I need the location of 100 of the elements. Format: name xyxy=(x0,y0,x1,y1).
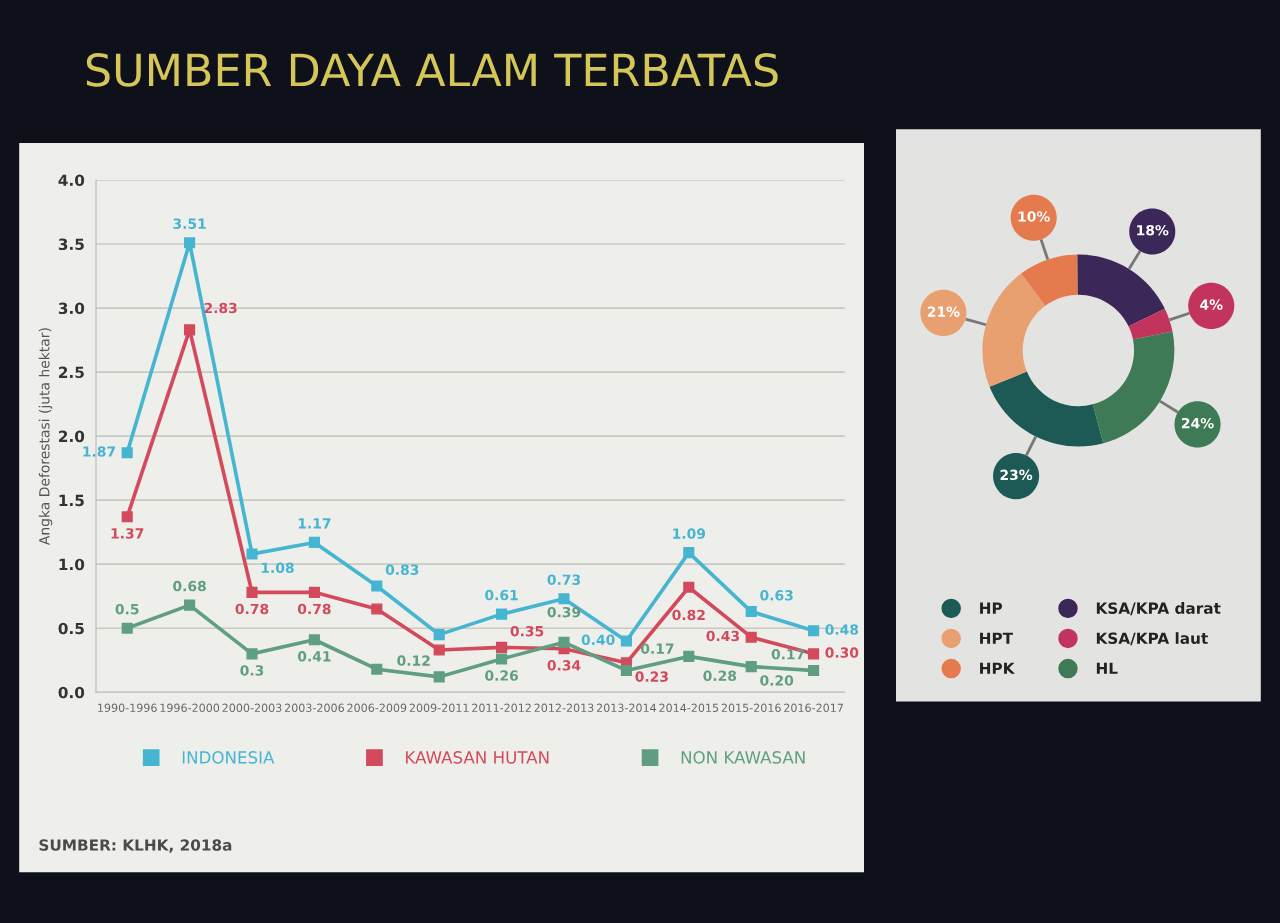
data-label: 0.20 xyxy=(760,675,794,686)
legend-label: HL xyxy=(1096,662,1118,674)
legend-label: KAWASAN HUTAN xyxy=(406,751,549,764)
x-tick-label: 2003-2006 xyxy=(284,703,344,712)
y-tick-label: 3.0 xyxy=(58,302,85,315)
data-label: 0.35 xyxy=(510,625,544,637)
data-label: 0.82 xyxy=(672,609,705,621)
data-label: 18% xyxy=(1137,224,1169,236)
point xyxy=(433,629,445,641)
data-label: 0.23 xyxy=(635,671,668,682)
point xyxy=(184,599,196,611)
point xyxy=(745,631,757,643)
x-tick-label: 2013-2014 xyxy=(596,703,657,712)
x-tick-label: 2009-2011 xyxy=(409,703,469,712)
legend-label: HP xyxy=(980,602,1003,614)
point xyxy=(808,648,820,660)
point xyxy=(121,447,133,459)
point xyxy=(121,511,133,523)
data-label: 23% xyxy=(1000,469,1033,481)
x-tick-label: 1996-2000 xyxy=(160,703,220,712)
point xyxy=(620,635,632,647)
data-label: 21% xyxy=(927,306,960,317)
y-tick-label: 1.0 xyxy=(59,558,85,571)
data-label: 0.30 xyxy=(825,647,859,658)
y-tick-label: 0.0 xyxy=(58,686,85,699)
data-label: 0.26 xyxy=(485,670,518,681)
data-label: 0.17 xyxy=(640,643,674,654)
data-label: 0.73 xyxy=(547,574,581,585)
x-tick-label: 2011-2012 xyxy=(472,703,531,712)
data-label: 0.63 xyxy=(760,590,793,601)
donut-slice xyxy=(1077,254,1165,327)
point xyxy=(496,653,508,665)
data-label: 0.3 xyxy=(240,665,264,676)
data-label: 0.28 xyxy=(703,670,737,682)
point xyxy=(371,603,383,615)
point xyxy=(808,664,820,677)
x-tick-label: 2000-2003 xyxy=(222,703,282,712)
point xyxy=(308,586,320,598)
y-tick-label: 2.5 xyxy=(59,366,84,379)
data-label: 0.5 xyxy=(115,603,139,615)
legend-label: INDONESIA xyxy=(182,751,275,764)
data-label: 0.78 xyxy=(235,603,269,615)
data-label: 4% xyxy=(1200,299,1223,310)
x-tick-label: 2016-2017 xyxy=(784,703,843,712)
donut-slice xyxy=(1128,308,1173,340)
donut-slice xyxy=(989,371,1104,447)
data-label: 1.37 xyxy=(111,528,144,539)
data-label: 1.17 xyxy=(298,518,331,529)
y-tick-label: 1.5 xyxy=(59,494,84,507)
data-label: 0.48 xyxy=(825,624,859,635)
data-label: 10% xyxy=(1018,211,1050,222)
point xyxy=(184,237,196,249)
point xyxy=(433,671,445,683)
point xyxy=(683,547,695,559)
data-label: 0.61 xyxy=(485,589,518,601)
y-tick-label: 0.5 xyxy=(58,622,84,635)
y-axis-title: Angka Deforestasi (juta hektar) xyxy=(38,328,53,546)
legend-label: HPT xyxy=(980,632,1013,644)
point xyxy=(745,661,757,673)
x-tick-label: 2015-2016 xyxy=(721,703,781,712)
data-label: 1.87 xyxy=(83,446,115,457)
point xyxy=(121,622,133,634)
point xyxy=(246,648,258,660)
data-label: 0.78 xyxy=(297,603,331,615)
data-label: 0.40 xyxy=(581,634,615,646)
legend-label: HPK xyxy=(980,662,1015,674)
point xyxy=(433,644,445,656)
data-label: 24% xyxy=(1182,417,1214,429)
x-tick-label: 1990-1996 xyxy=(98,703,157,712)
data-label: 0.41 xyxy=(297,651,331,662)
point xyxy=(184,324,196,336)
data-label: 3.51 xyxy=(173,218,206,229)
data-label: 0.83 xyxy=(385,564,419,575)
data-label: 0.34 xyxy=(547,660,581,671)
point xyxy=(808,625,820,637)
point xyxy=(246,548,258,560)
data-label: 1.08 xyxy=(261,562,294,574)
data-label: 0.43 xyxy=(706,630,739,642)
point xyxy=(496,641,508,653)
text: SUMBER: KLHK, 2018a xyxy=(39,839,232,853)
legend-label: KSA/KPA darat xyxy=(1096,602,1221,616)
point xyxy=(558,593,570,605)
y-tick-label: 3.5 xyxy=(58,238,84,251)
data-label: 1.09 xyxy=(673,528,706,539)
point xyxy=(745,606,757,618)
data-label: 0.12 xyxy=(397,655,430,666)
x-tick-label: 2014-2015 xyxy=(659,703,719,712)
data-label: 2.83 xyxy=(204,302,237,314)
y-tick-label: 4.0 xyxy=(58,174,85,187)
point xyxy=(246,586,258,598)
y-tick-label: 2.0 xyxy=(59,430,85,443)
donut-slice xyxy=(1092,331,1175,444)
point xyxy=(308,634,320,646)
point xyxy=(371,580,383,592)
x-tick-label: 2012-2013 xyxy=(534,703,594,712)
point xyxy=(558,636,570,648)
data-label: 0.17 xyxy=(771,648,805,660)
legend-label: NON KAWASAN xyxy=(681,751,805,764)
legend-label: KSA/KPA laut xyxy=(1096,632,1208,646)
point xyxy=(371,663,383,675)
